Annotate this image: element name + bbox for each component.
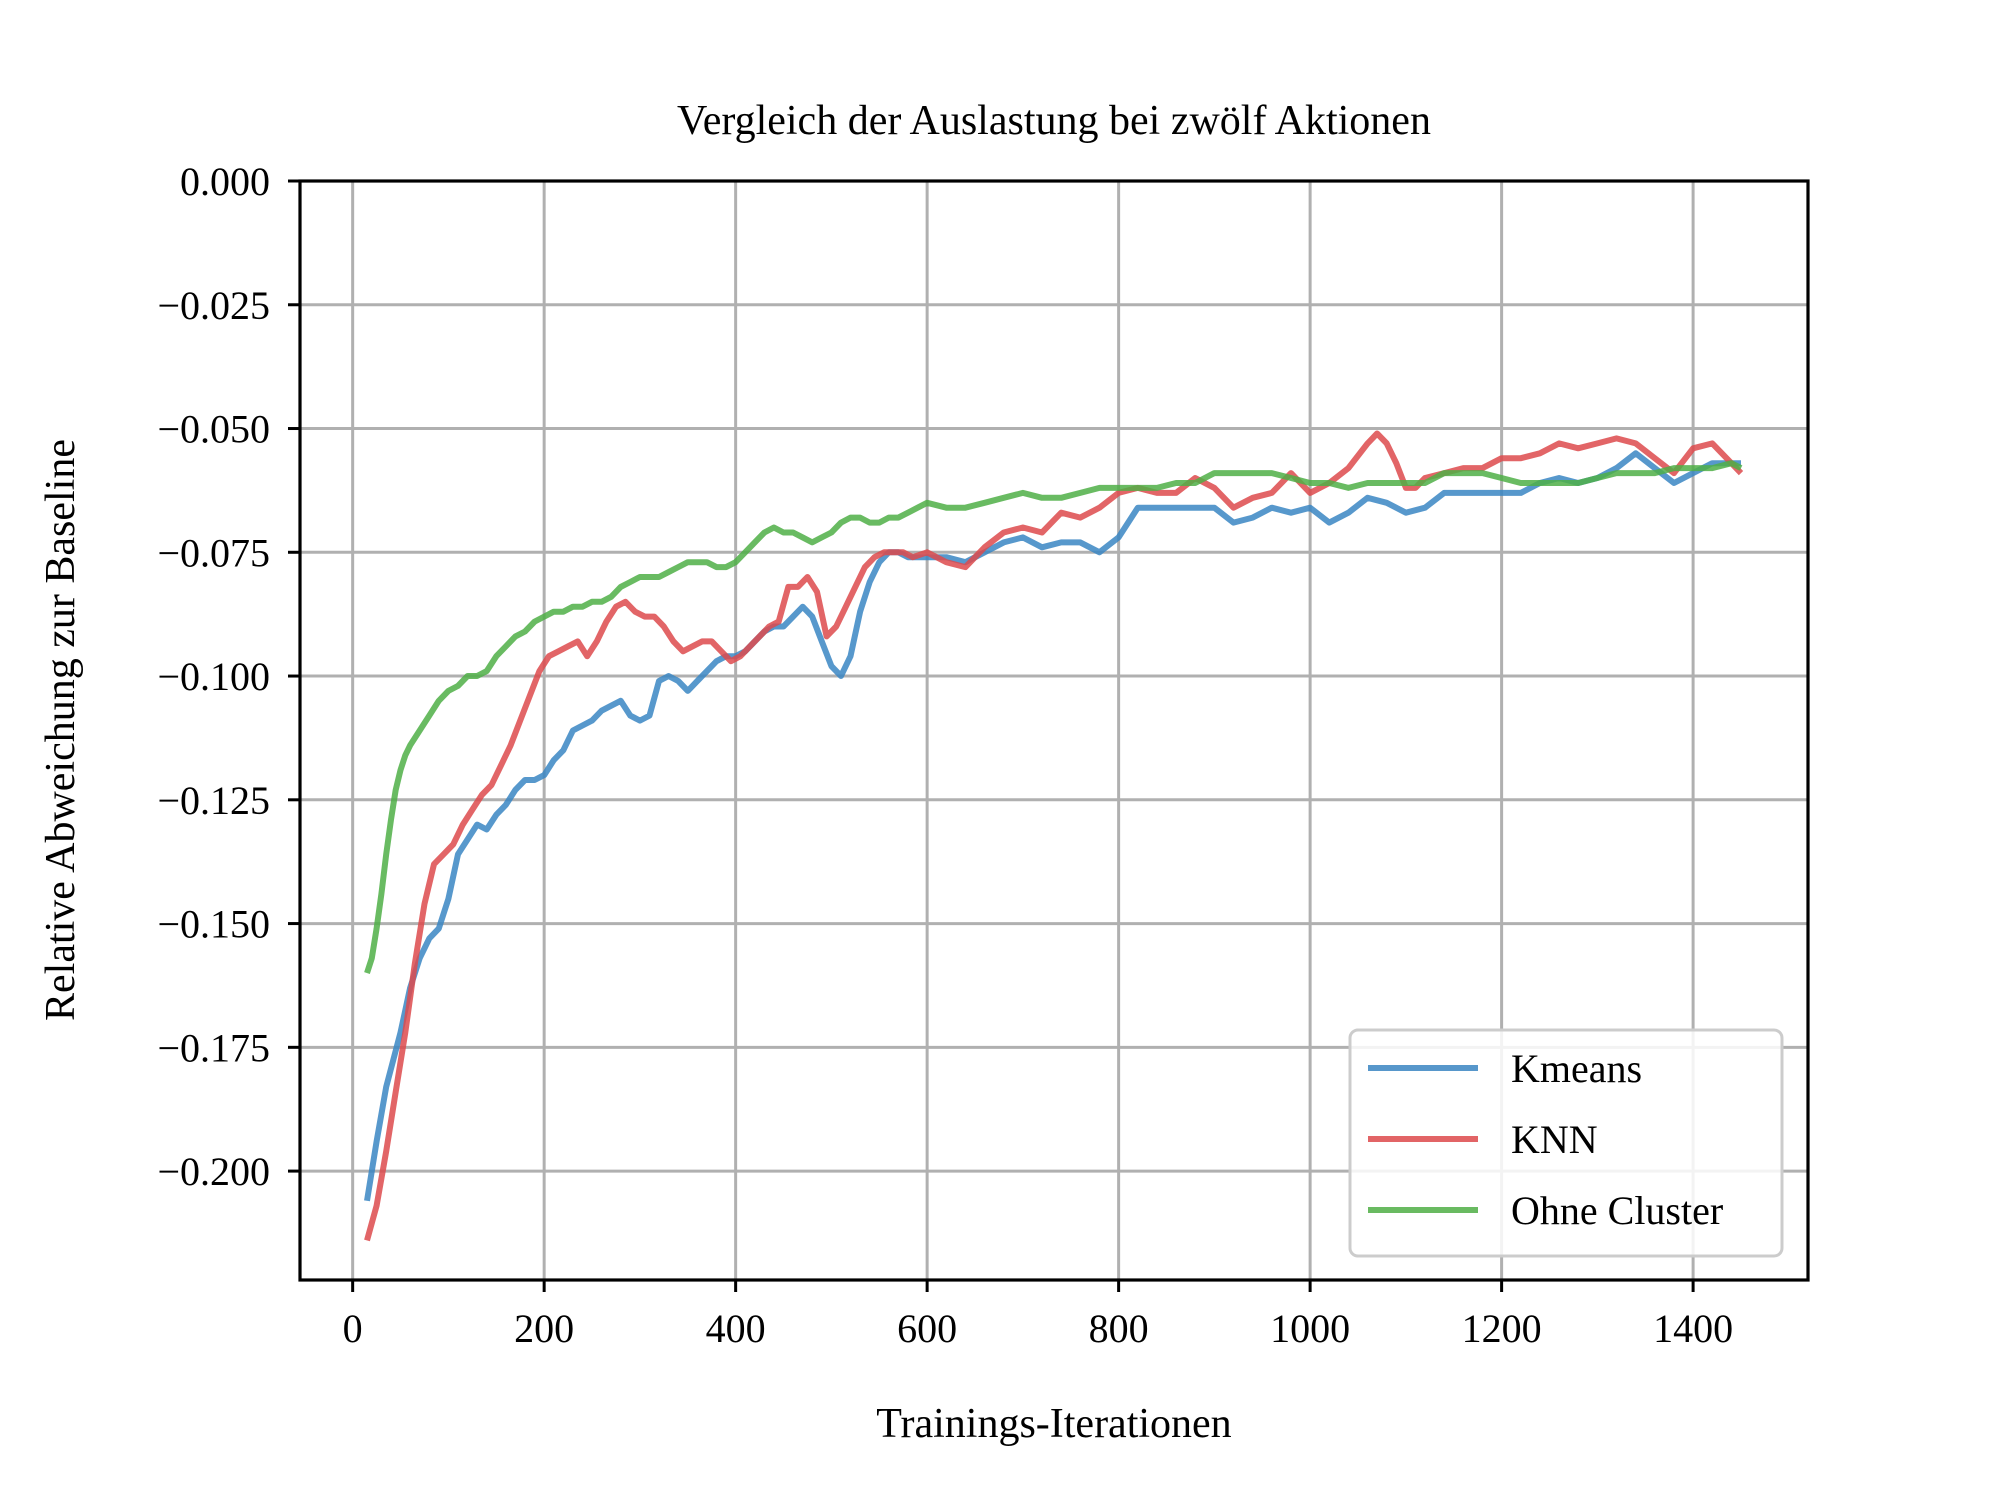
x-axis-label: Trainings-Iterationen [876, 1401, 1231, 1447]
y-tick-label: −0.175 [157, 1025, 270, 1070]
chart-title: Vergleich der Auslastung bei zwölf Aktio… [677, 98, 1431, 144]
legend-label-knn: KNN [1511, 1117, 1598, 1162]
y-tick-label: −0.200 [157, 1149, 270, 1194]
y-tick-label: 0.000 [180, 159, 270, 204]
legend-label-ohne-cluster: Ohne Cluster [1511, 1188, 1723, 1233]
legend-label-kmeans: Kmeans [1511, 1046, 1642, 1091]
plot-frame [298, 179, 1810, 1282]
y-tick-label: −0.025 [157, 283, 270, 328]
y-tick-label: −0.050 [157, 407, 270, 452]
x-tick-label: 1400 [1653, 1306, 1733, 1351]
x-tick-label: 1200 [1462, 1306, 1542, 1351]
grid-lines [300, 179, 1808, 1280]
series-line-ohne-cluster [364, 460, 1743, 975]
legend-box [1348, 1028, 1784, 1258]
y-tick-label: −0.150 [157, 902, 270, 947]
legend-items: Kmeans KNN Ohne Cluster [1368, 1046, 1723, 1233]
x-tick-label: 200 [514, 1306, 574, 1351]
y-tick-label: −0.100 [157, 654, 270, 699]
x-tick-label: 800 [1089, 1306, 1149, 1351]
x-tick-label: 400 [706, 1306, 766, 1351]
y-tick-label: −0.125 [157, 778, 270, 823]
y-axis-label: Relative Abweichung zur Baseline [38, 439, 84, 1021]
series-lines [364, 430, 1744, 1242]
x-tick-label: 0 [343, 1306, 363, 1351]
series-line-kmeans [364, 450, 1741, 1202]
legend: Kmeans KNN Ohne Cluster [1348, 1028, 1784, 1258]
axis-ticks: 0 200 400 600 800 1000 1200 1400 0.000 −0.025 −0.0… [157, 159, 1733, 1351]
x-tick-label: 1000 [1270, 1306, 1350, 1351]
y-tick-label: −0.075 [157, 530, 270, 575]
x-tick-label: 600 [897, 1306, 957, 1351]
